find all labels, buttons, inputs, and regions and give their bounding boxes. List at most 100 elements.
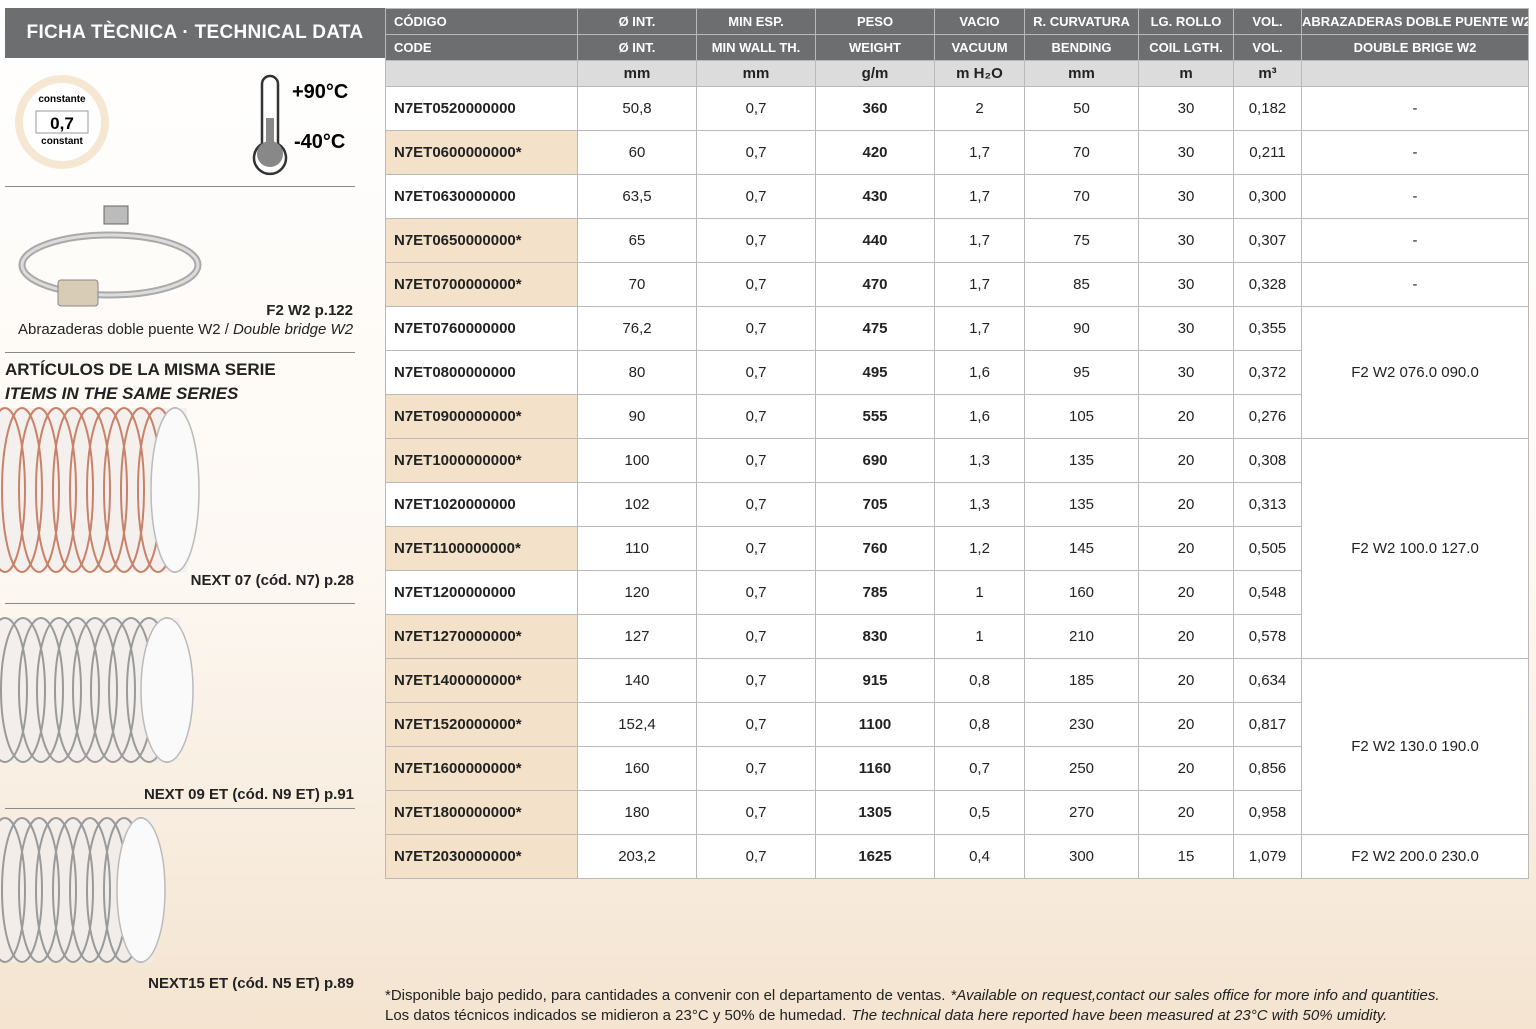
- column-header: CODE: [385, 34, 578, 61]
- cell: 0,307: [1233, 218, 1302, 263]
- cell: 0,4: [934, 834, 1025, 879]
- product-code: N7ET1100000000*: [385, 526, 578, 571]
- badge-value: 0,7: [50, 114, 74, 133]
- cell: 90: [577, 394, 697, 439]
- cell: 80: [577, 350, 697, 395]
- unit: m H₂O: [934, 60, 1025, 87]
- cell: 0,958: [1233, 790, 1302, 835]
- technical-table: CÓDIGO Ø INT. MIN ESP. PESO VACIO R. CURVATUR…: [385, 8, 1529, 879]
- hose-coil: [0, 617, 28, 763]
- clamp-cell: F2 W2 076.0 090.0: [1301, 306, 1529, 439]
- cell: 1,7: [934, 130, 1025, 175]
- footnote: *Disponible bajo pedido, para cantidades…: [385, 986, 1440, 1026]
- cell: 0,7: [696, 306, 816, 351]
- cell: 1,079: [1233, 834, 1302, 879]
- cell: 20: [1138, 570, 1234, 615]
- cell: 85: [1024, 262, 1139, 307]
- product-code: N7ET1800000000*: [385, 790, 578, 835]
- hose-coil: [35, 817, 77, 963]
- cell: 475: [815, 306, 935, 351]
- cell: 50: [1024, 86, 1139, 131]
- cell: 555: [815, 394, 935, 439]
- cell: 690: [815, 438, 935, 483]
- column-header: BENDING: [1024, 34, 1139, 61]
- cell: 180: [577, 790, 697, 835]
- cell: 70: [577, 262, 697, 307]
- clamp-cell: -: [1301, 86, 1529, 131]
- cell: 60: [577, 130, 697, 175]
- hose-coil: [0, 407, 26, 573]
- hose-coil: [69, 817, 111, 963]
- thermometer-level: [266, 118, 274, 154]
- divider: [5, 808, 355, 809]
- units-row: mm mm g/m m H₂O mm m m³: [385, 60, 1529, 87]
- header-row: CÓDIGO Ø INT. MIN ESP. PESO VACIO R. CURVATUR…: [385, 8, 1529, 35]
- cell: 20: [1138, 438, 1234, 483]
- hose-coil: [0, 617, 46, 763]
- cell: 0,372: [1233, 350, 1302, 395]
- cell: 1: [934, 570, 1025, 615]
- column-header: CÓDIGO: [385, 8, 578, 35]
- cell: 20: [1138, 746, 1234, 791]
- divider: [5, 603, 355, 604]
- table-row: N7ET1270000000* 127 0,7 830 1 210 20 0,578: [385, 614, 1529, 659]
- cell: 0,7: [696, 86, 816, 131]
- cell: 127: [577, 614, 697, 659]
- series-title-en: ITEMS IN THE SAME SERIES: [5, 384, 239, 403]
- column-header: PESO: [815, 8, 935, 35]
- cell: 30: [1138, 218, 1234, 263]
- cell: 100: [577, 438, 697, 483]
- table-row: N7ET0700000000* 70 0,7 470 1,7 85 30 0,328-: [385, 262, 1529, 307]
- cell: 1,3: [934, 482, 1025, 527]
- product-code: N7ET0600000000*: [385, 130, 578, 175]
- cell: 0,182: [1233, 86, 1302, 131]
- cell: 102: [577, 482, 697, 527]
- clamp-bridge: [57, 279, 99, 307]
- unit: m: [1138, 60, 1234, 87]
- header-row: CODE Ø INT. MIN WALL TH. WEIGHT VACUUM BENDIN…: [385, 34, 1529, 61]
- cell: 1,6: [934, 394, 1025, 439]
- hose-coil: [36, 617, 82, 763]
- product-code: N7ET1520000000*: [385, 702, 578, 747]
- table-row: N7ET2030000000* 203,2 0,7 1625 0,4 300 15 1,079…: [385, 834, 1529, 879]
- cell: 30: [1138, 86, 1234, 131]
- column-header: WEIGHT: [815, 34, 935, 61]
- cell: 1160: [815, 746, 935, 791]
- cell: 0,8: [934, 702, 1025, 747]
- hose-coil: [54, 617, 100, 763]
- cell: 76,2: [577, 306, 697, 351]
- cell: 30: [1138, 262, 1234, 307]
- hose-coil: [103, 407, 145, 573]
- cell: 0,8: [934, 658, 1025, 703]
- cell: 20: [1138, 394, 1234, 439]
- cell: 1305: [815, 790, 935, 835]
- cell: 785: [815, 570, 935, 615]
- cell: 1,2: [934, 526, 1025, 571]
- cell: 0,7: [696, 834, 816, 879]
- cell: 0,7: [696, 790, 816, 835]
- product-code: N7ET0760000000: [385, 306, 578, 351]
- cell: 30: [1138, 130, 1234, 175]
- cell: 0,7: [696, 262, 816, 307]
- accessory-label-en: Double bridge W2: [232, 321, 354, 338]
- cell: 135: [1024, 482, 1139, 527]
- clamp-cell: -: [1301, 262, 1529, 307]
- table-row: N7ET1200000000 120 0,7 785 1 160 20 0,548: [385, 570, 1529, 615]
- column-header: Ø INT.: [577, 34, 697, 61]
- cell: 20: [1138, 790, 1234, 835]
- cell: 0,308: [1233, 438, 1302, 483]
- cell: 135: [1024, 438, 1139, 483]
- badge-bottom: constant: [41, 136, 83, 147]
- cell: 20: [1138, 526, 1234, 571]
- column-header: VACIO: [934, 8, 1025, 35]
- product-code: N7ET2030000000*: [385, 834, 578, 879]
- hose-coil: [90, 617, 136, 763]
- product-code: N7ET0650000000*: [385, 218, 578, 263]
- clamp-band-shine: [20, 233, 200, 297]
- cell: 0,211: [1233, 130, 1302, 175]
- cell: 20: [1138, 702, 1234, 747]
- hose-coil: [0, 817, 26, 963]
- cell: 0,7: [696, 438, 816, 483]
- cell: 20: [1138, 482, 1234, 527]
- table-row: N7ET0600000000* 60 0,7 420 1,7 70 30 0,211-: [385, 130, 1529, 175]
